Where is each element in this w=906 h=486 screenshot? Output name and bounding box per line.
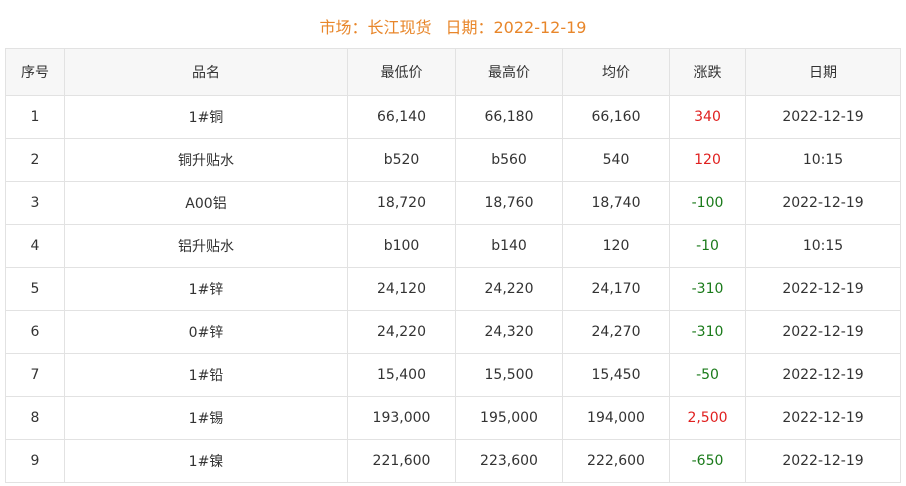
cell: 2022-12-19 (745, 267, 901, 311)
cell: A00铝 (64, 181, 348, 225)
cell: 193,000 (347, 396, 456, 440)
table-row: 2 铜升贴水 b520 b560 540 120 10:15 (5, 138, 901, 182)
market: 市场：长江现货 (319, 18, 432, 37)
cell: 10:15 (745, 224, 901, 268)
cell: 9 (5, 439, 65, 483)
cell: 15,450 (562, 353, 670, 397)
cell: 120 (669, 138, 746, 182)
cell: 24,170 (562, 267, 670, 311)
cell: 1 (5, 95, 65, 139)
cell: 2022-12-19 (745, 310, 901, 354)
cell: 1#镍 (64, 439, 348, 483)
cell: 铝升贴水 (64, 224, 348, 268)
price-table: 序号 品名 最低价 最高价 均价 涨跌 日期 1 1#铜 66,140 66,180 66,160 3… (5, 48, 901, 483)
cell: 4 (5, 224, 65, 268)
cell: 24,120 (347, 267, 456, 311)
cell: 2022-12-19 (745, 439, 901, 483)
cell: -650 (669, 439, 746, 483)
cell: 120 (562, 224, 670, 268)
cell: 15,400 (347, 353, 456, 397)
cell: -10 (669, 224, 746, 268)
cell: 1#锡 (64, 396, 348, 440)
cell: 223,600 (455, 439, 563, 483)
cell: b100 (347, 224, 456, 268)
table-row: 6 0#锌 24,220 24,320 24,270 -310 2022-12-19 (5, 310, 901, 354)
table-row: 7 1#铅 15,400 15,500 15,450 -50 2022-12-19 (5, 353, 901, 397)
column-header: 最低价 (347, 48, 456, 96)
cell: 18,720 (347, 181, 456, 225)
cell: 2022-12-19 (745, 396, 901, 440)
cell: 8 (5, 396, 65, 440)
column-header: 品名 (64, 48, 348, 96)
cell: 2 (5, 138, 65, 182)
column-header: 序号 (5, 48, 65, 96)
cell: 540 (562, 138, 670, 182)
cell: 66,160 (562, 95, 670, 139)
cell: 18,740 (562, 181, 670, 225)
cell: 铜升贴水 (64, 138, 348, 182)
table-row: 4 铝升贴水 b100 b140 120 -10 10:15 (5, 224, 901, 268)
table-row: 5 1#锌 24,120 24,220 24,170 -310 2022-12-19 (5, 267, 901, 311)
cell: b560 (455, 138, 563, 182)
column-header: 涨跌 (669, 48, 746, 96)
title: 市场：长江现货 日期：2022-12-19 (0, 0, 906, 48)
cell: 24,320 (455, 310, 563, 354)
table-row: 3 A00铝 18,720 18,760 18,740 -100 2022-12-19 (5, 181, 901, 225)
cell: -50 (669, 353, 746, 397)
table-row: 8 1#锡 193,000 195,000 194,000 2,500 2022-12-19 (5, 396, 901, 440)
cell: 24,220 (347, 310, 456, 354)
column-header: 均价 (562, 48, 670, 96)
cell: 66,140 (347, 95, 456, 139)
cell: 2022-12-19 (745, 181, 901, 225)
cell: 1#铜 (64, 95, 348, 139)
cell: 222,600 (562, 439, 670, 483)
cell: 24,270 (562, 310, 670, 354)
cell: 1#铅 (64, 353, 348, 397)
cell: -100 (669, 181, 746, 225)
cell: b520 (347, 138, 456, 182)
table-row: 1 1#铜 66,140 66,180 66,160 340 2022-12-19 (5, 95, 901, 139)
table-row: 9 1#镍 221,600 223,600 222,600 -650 2022-12-19 (5, 439, 901, 483)
cell: 2022-12-19 (745, 353, 901, 397)
cell: 66,180 (455, 95, 563, 139)
cell: 7 (5, 353, 65, 397)
cell: 1#锌 (64, 267, 348, 311)
cell: 10:15 (745, 138, 901, 182)
cell: 24,220 (455, 267, 563, 311)
cell: 15,500 (455, 353, 563, 397)
cell: b140 (455, 224, 563, 268)
cell: 0#锌 (64, 310, 348, 354)
date: 日期：2022-12-19 (445, 18, 587, 37)
cell: 194,000 (562, 396, 670, 440)
cell: 195,000 (455, 396, 563, 440)
cell: -310 (669, 267, 746, 311)
cell: 3 (5, 181, 65, 225)
cell: 6 (5, 310, 65, 354)
cell: -310 (669, 310, 746, 354)
header-row: 序号 品名 最低价 最高价 均价 涨跌 日期 (5, 48, 901, 96)
cell: 2,500 (669, 396, 746, 440)
cell: 5 (5, 267, 65, 311)
cell: 340 (669, 95, 746, 139)
cell: 18,760 (455, 181, 563, 225)
cell: 2022-12-19 (745, 95, 901, 139)
cell: 221,600 (347, 439, 456, 483)
column-header: 日期 (745, 48, 901, 96)
column-header: 最高价 (455, 48, 563, 96)
